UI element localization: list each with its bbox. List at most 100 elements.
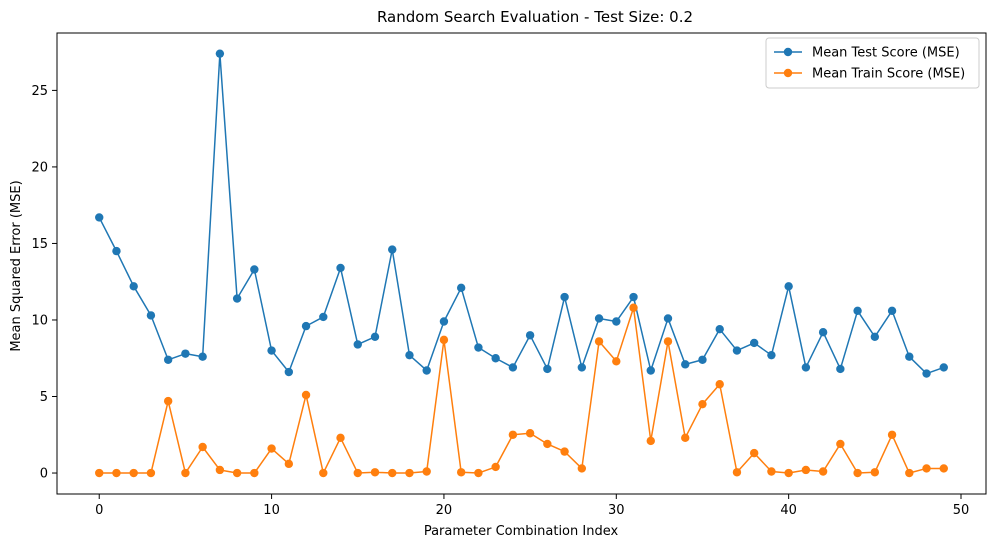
data-point xyxy=(922,369,931,378)
data-point xyxy=(456,468,466,477)
data-point xyxy=(112,246,121,256)
x-axis-label: Parameter Combination Index xyxy=(424,524,619,539)
data-point xyxy=(474,343,483,352)
legend-box xyxy=(765,37,980,89)
series-line xyxy=(99,306,944,474)
data-point xyxy=(767,467,776,476)
data-point xyxy=(301,321,311,331)
data-point xyxy=(388,468,397,478)
data-point xyxy=(232,468,242,478)
data-point xyxy=(284,459,294,469)
data-point xyxy=(887,306,897,315)
data-point xyxy=(146,311,156,320)
data-point xyxy=(543,439,552,449)
data-point xyxy=(887,430,897,439)
data-point xyxy=(681,433,690,443)
series-1 xyxy=(95,49,948,378)
data-point xyxy=(698,399,707,409)
x-tick-label: 30 xyxy=(608,503,625,518)
y-tick-label: 5 xyxy=(40,390,48,405)
data-point xyxy=(95,468,104,478)
data-point xyxy=(629,303,638,312)
data-point xyxy=(663,337,673,346)
data-point xyxy=(853,306,862,315)
y-tick-label: 25 xyxy=(31,84,48,99)
data-point xyxy=(594,314,604,323)
y-tick-label: 0 xyxy=(40,467,48,482)
legend: Mean Test Score (MSE) Mean Train Score (M… xyxy=(765,37,980,89)
data-point xyxy=(439,317,449,326)
data-point xyxy=(577,464,587,473)
data-point xyxy=(491,354,500,363)
data-point xyxy=(215,49,225,58)
data-point xyxy=(370,468,380,477)
data-point xyxy=(405,350,414,360)
y-tick-label: 20 xyxy=(31,160,48,175)
data-point xyxy=(870,332,880,342)
data-point xyxy=(905,352,914,361)
data-point xyxy=(939,363,948,372)
data-point xyxy=(646,366,655,375)
data-point xyxy=(836,439,845,449)
x-tick-label: 50 xyxy=(953,503,970,518)
data-point xyxy=(163,396,173,406)
data-point xyxy=(629,292,638,302)
x-axis: 0 10 20 30 40 50 xyxy=(95,494,969,518)
data-point xyxy=(784,282,793,291)
data-point xyxy=(543,364,552,374)
data-point xyxy=(801,363,811,372)
data-point xyxy=(508,363,518,372)
data-point xyxy=(353,340,362,349)
plot-area xyxy=(56,32,987,495)
data-point xyxy=(681,360,690,369)
data-point xyxy=(198,442,207,452)
data-point xyxy=(146,468,156,478)
data-point xyxy=(577,363,587,372)
legend-marker xyxy=(783,47,793,57)
x-tick-label: 20 xyxy=(436,503,453,518)
y-axis-label: Mean Squared Error (MSE) xyxy=(9,180,24,351)
data-point xyxy=(439,335,449,345)
data-point xyxy=(698,355,707,364)
data-point xyxy=(560,447,569,456)
legend-item: Mean Test Score (MSE) xyxy=(774,46,960,61)
data-point xyxy=(163,355,173,364)
data-point xyxy=(749,338,759,348)
data-point xyxy=(215,465,225,475)
y-axis: 0 5 10 15 20 25 xyxy=(31,84,57,482)
data-point xyxy=(301,390,311,400)
series-2 xyxy=(95,303,948,478)
data-point xyxy=(508,430,518,439)
data-point xyxy=(422,366,431,375)
data-point xyxy=(853,468,862,478)
data-point xyxy=(336,433,345,443)
data-point xyxy=(267,346,276,355)
data-point xyxy=(95,213,104,222)
x-tick-label: 10 xyxy=(263,503,280,518)
data-point xyxy=(818,467,828,476)
data-point xyxy=(370,332,380,342)
data-point xyxy=(922,464,931,473)
y-tick-label: 10 xyxy=(31,313,48,328)
data-point xyxy=(525,331,535,340)
data-point xyxy=(319,312,328,322)
data-point xyxy=(405,468,414,478)
data-point xyxy=(663,314,673,323)
x-tick-label: 40 xyxy=(780,503,797,518)
data-point xyxy=(474,468,483,478)
legend-label: Mean Train Score (MSE) xyxy=(812,67,965,82)
data-point xyxy=(181,349,190,358)
data-point xyxy=(612,317,621,326)
series-line xyxy=(98,52,945,375)
legend-marker xyxy=(783,68,793,78)
data-point xyxy=(594,337,604,346)
data-point xyxy=(784,468,793,478)
data-point xyxy=(129,468,138,478)
data-point xyxy=(422,467,431,476)
data-point xyxy=(491,462,500,472)
data-point xyxy=(801,465,811,475)
data-point xyxy=(836,364,845,374)
data-point xyxy=(560,292,569,302)
data-point xyxy=(715,324,724,334)
